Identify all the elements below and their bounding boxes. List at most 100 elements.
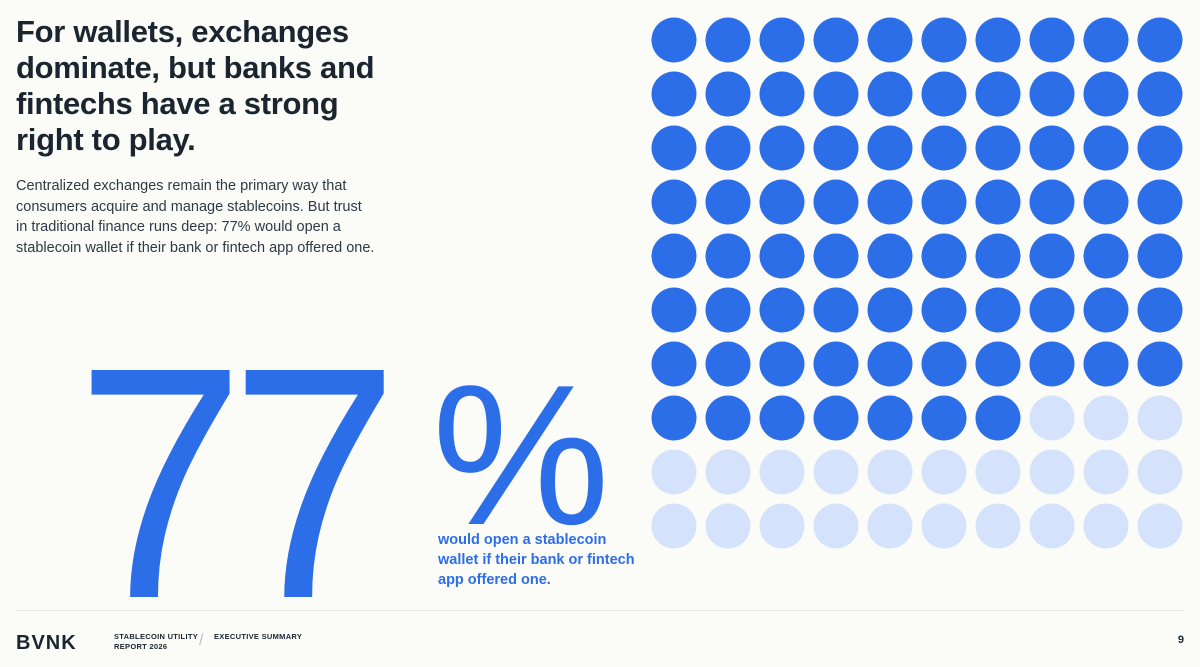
waffle-dot-empty: [1137, 395, 1183, 441]
page-number: 9: [1177, 634, 1184, 646]
waffle-dot-empty: [1083, 395, 1129, 441]
waffle-dot-filled: [1137, 71, 1183, 117]
waffle-dot-filled: [813, 341, 859, 387]
waffle-dot-filled: [1137, 233, 1183, 279]
waffle-dot-filled: [975, 287, 1021, 333]
waffle-dot-filled: [1083, 125, 1129, 171]
brand-logo: BVNK: [16, 632, 77, 654]
waffle-dot-filled: [651, 71, 697, 117]
footer-separator: /: [199, 632, 204, 649]
waffle-dot-empty: [1137, 449, 1183, 495]
waffle-dot-empty: [813, 503, 859, 549]
waffle-dot-filled: [1083, 287, 1129, 333]
waffle-dot-filled: [1083, 71, 1129, 117]
waffle-dot-filled: [975, 17, 1021, 63]
waffle-dot-filled: [651, 125, 697, 171]
waffle-dot-filled: [1137, 341, 1183, 387]
waffle-dot-empty: [921, 449, 967, 495]
waffle-dot-filled: [1137, 287, 1183, 333]
report-title: STABLECOIN UTILITY REPORT 2026: [114, 632, 204, 652]
waffle-dot-filled: [1029, 179, 1075, 225]
footer-divider: [16, 610, 1184, 611]
waffle-dot-empty: [651, 449, 697, 495]
report-title-line1: STABLECOIN UTILITY: [114, 632, 199, 641]
waffle-dot-filled: [705, 341, 751, 387]
page-headline: For wallets, exchanges dominate, but ban…: [16, 14, 375, 157]
waffle-dot-filled: [921, 287, 967, 333]
waffle-dot-empty: [975, 449, 1021, 495]
waffle-dot-filled: [651, 395, 697, 441]
waffle-dot-filled: [867, 71, 913, 117]
waffle-dot-empty: [867, 449, 913, 495]
waffle-dot-filled: [921, 125, 967, 171]
waffle-dot-empty: [705, 449, 751, 495]
waffle-dot-filled: [1029, 125, 1075, 171]
waffle-dot-filled: [651, 341, 697, 387]
waffle-dot-filled: [1083, 17, 1129, 63]
waffle-dot-filled: [705, 71, 751, 117]
waffle-dot-empty: [867, 503, 913, 549]
waffle-dot-empty: [813, 449, 859, 495]
waffle-dot-filled: [1137, 179, 1183, 225]
waffle-dot-filled: [867, 395, 913, 441]
waffle-dot-filled: [651, 233, 697, 279]
waffle-dot-filled: [651, 17, 697, 63]
report-title-line2: REPORT 2026: [114, 642, 168, 651]
waffle-dot-filled: [1029, 287, 1075, 333]
waffle-dot-filled: [975, 125, 1021, 171]
stat-percent-sign: %: [432, 344, 610, 567]
waffle-dot-filled: [813, 395, 859, 441]
waffle-dot-filled: [651, 287, 697, 333]
waffle-dot-filled: [1029, 233, 1075, 279]
stat-caption: would open a stablecoin wallet if their …: [438, 532, 635, 588]
waffle-dot-filled: [759, 233, 805, 279]
waffle-dot-filled: [867, 179, 913, 225]
waffle-dot-filled: [813, 233, 859, 279]
waffle-dot-empty: [1029, 449, 1075, 495]
waffle-dot-filled: [1083, 233, 1129, 279]
waffle-dot-filled: [705, 395, 751, 441]
waffle-dot-empty: [1029, 395, 1075, 441]
waffle-dot-filled: [813, 287, 859, 333]
waffle-dot-filled: [759, 179, 805, 225]
waffle-dot-filled: [1083, 179, 1129, 225]
waffle-dot-filled: [921, 17, 967, 63]
waffle-dot-filled: [975, 233, 1021, 279]
waffle-dot-filled: [867, 287, 913, 333]
waffle-dot-filled: [705, 17, 751, 63]
waffle-dot-empty: [705, 503, 751, 549]
waffle-dot-filled: [1083, 341, 1129, 387]
waffle-dot-filled: [759, 287, 805, 333]
waffle-dot-empty: [921, 503, 967, 549]
waffle-dot-filled: [1137, 125, 1183, 171]
waffle-dot-filled: [759, 71, 805, 117]
waffle-dot-filled: [705, 125, 751, 171]
waffle-dot-filled: [759, 395, 805, 441]
stat-number: 77: [76, 298, 399, 667]
waffle-dot-empty: [975, 503, 1021, 549]
section-label: EXECUTIVE SUMMARY: [214, 632, 303, 641]
footer: BVNK STABLECOIN UTILITY REPORT 2026 / EX…: [16, 628, 1184, 658]
waffle-dot-filled: [759, 125, 805, 171]
waffle-dot-empty: [759, 503, 805, 549]
waffle-dot-filled: [921, 341, 967, 387]
waffle-dot-filled: [975, 395, 1021, 441]
waffle-dot-filled: [813, 125, 859, 171]
waffle-dot-empty: [1029, 503, 1075, 549]
waffle-dot-filled: [813, 179, 859, 225]
waffle-dot-filled: [921, 71, 967, 117]
waffle-dot-filled: [867, 125, 913, 171]
waffle-dot-filled: [921, 179, 967, 225]
waffle-dot-filled: [705, 287, 751, 333]
waffle-dot-filled: [1029, 17, 1075, 63]
waffle-dot-filled: [759, 341, 805, 387]
waffle-dot-filled: [651, 179, 697, 225]
waffle-dot-filled: [975, 179, 1021, 225]
waffle-dot-filled: [1029, 341, 1075, 387]
waffle-dot-filled: [813, 17, 859, 63]
waffle-dot-filled: [1029, 71, 1075, 117]
waffle-dot-filled: [705, 233, 751, 279]
waffle-dot-filled: [867, 17, 913, 63]
waffle-dot-filled: [867, 233, 913, 279]
waffle-dot-filled: [759, 17, 805, 63]
